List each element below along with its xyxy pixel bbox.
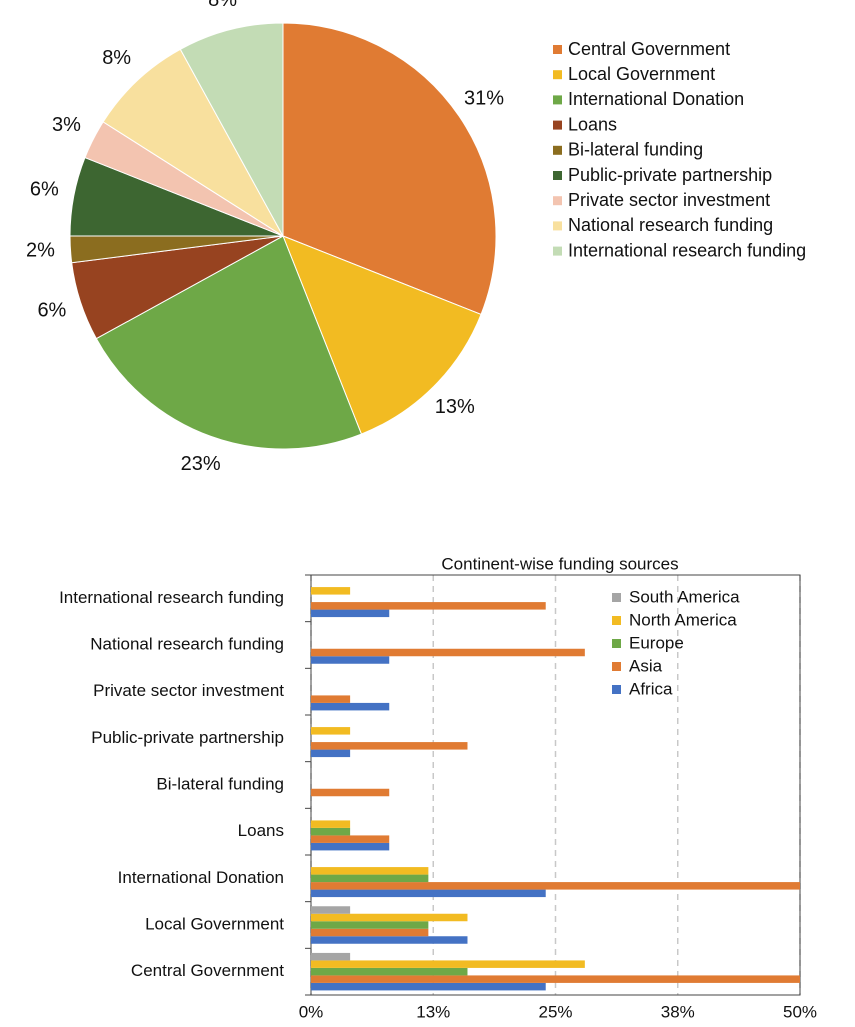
legend-label: International Donation xyxy=(568,89,744,109)
bar xyxy=(311,742,468,750)
legend-label: Local Government xyxy=(568,64,715,84)
bar xyxy=(311,602,546,610)
slice-label: 13% xyxy=(435,396,475,418)
x-tick-label: 25% xyxy=(538,1002,572,1021)
pie-slice xyxy=(282,22,497,316)
pie-slice xyxy=(282,235,482,435)
bar xyxy=(311,609,390,618)
x-tick-label: 13% xyxy=(416,1002,450,1021)
legend-label: Central Government xyxy=(568,39,730,59)
legend-label: Bi-lateral funding xyxy=(568,140,703,160)
bar xyxy=(311,788,390,797)
legend-label: North America xyxy=(629,610,737,629)
x-tick-label: 38% xyxy=(661,1002,695,1021)
y-tick-label: International Donation xyxy=(118,868,284,887)
plot-frame xyxy=(310,574,801,996)
legend-swatch xyxy=(612,593,621,602)
legend-swatch xyxy=(612,639,621,648)
bar xyxy=(311,695,351,703)
bar xyxy=(311,952,351,961)
legend-label: Public-private partnership xyxy=(568,165,772,185)
chart-title: Continent-wise funding sources xyxy=(441,554,678,573)
y-tick-label: Bi-lateral funding xyxy=(156,774,284,793)
legend-swatch xyxy=(553,120,562,130)
bar xyxy=(311,960,585,968)
slice-label: 2% xyxy=(26,240,55,262)
legend-label: International research funding xyxy=(568,240,806,260)
bar xyxy=(311,913,468,922)
y-tick-label: Central Government xyxy=(131,961,284,980)
legend-label: National research funding xyxy=(568,215,773,235)
bar xyxy=(311,749,351,758)
slice-label: 8% xyxy=(208,0,237,11)
pie-slice xyxy=(102,48,284,237)
bar xyxy=(311,820,351,828)
pie-slice xyxy=(179,22,284,237)
pie-slice xyxy=(95,235,363,450)
legend-swatch xyxy=(553,246,562,256)
y-tick-label: Loans xyxy=(238,821,284,840)
bar xyxy=(311,906,351,914)
slice-label: 6% xyxy=(37,299,66,321)
bar xyxy=(311,727,351,735)
legend-label: Private sector investment xyxy=(568,190,770,210)
legend-swatch xyxy=(612,616,621,625)
y-tick-label: National research funding xyxy=(90,634,284,653)
bar xyxy=(311,921,429,929)
legend-swatch xyxy=(553,221,562,231)
bar xyxy=(311,874,429,883)
slice-label: 31% xyxy=(464,88,504,110)
slice-label: 6% xyxy=(30,179,59,201)
legend-swatch xyxy=(553,171,562,180)
slice-label: 3% xyxy=(52,114,81,136)
legend-label: Loans xyxy=(568,114,617,134)
legend-label: Africa xyxy=(629,679,673,698)
bar xyxy=(311,975,800,983)
slice-label: 8% xyxy=(102,47,131,69)
bar xyxy=(311,587,351,595)
bar xyxy=(311,928,429,937)
bar xyxy=(311,982,546,991)
y-tick-label: Local Government xyxy=(145,914,284,933)
legend-label: Asia xyxy=(629,656,663,675)
legend-swatch xyxy=(612,662,621,671)
legend-swatch xyxy=(612,685,621,694)
legend-swatch xyxy=(553,45,562,54)
bar xyxy=(311,842,390,851)
x-tick-label: 0% xyxy=(299,1002,324,1021)
bar xyxy=(311,889,546,898)
y-tick-label: Private sector investment xyxy=(93,681,284,700)
x-tick-label: 50% xyxy=(783,1002,817,1021)
bar xyxy=(311,656,390,664)
legend-swatch xyxy=(553,196,562,206)
bar xyxy=(311,702,390,711)
legend-swatch xyxy=(553,70,562,80)
bar xyxy=(311,882,800,890)
bar xyxy=(311,936,468,944)
legend-label: South America xyxy=(629,587,740,606)
bar xyxy=(311,867,429,875)
bar xyxy=(311,967,468,976)
y-tick-label: International research funding xyxy=(59,588,284,607)
legend-swatch xyxy=(553,95,562,105)
legend-swatch xyxy=(553,145,562,155)
bar xyxy=(311,835,390,843)
slice-label: 23% xyxy=(181,453,221,475)
legend-label: Europe xyxy=(629,633,684,652)
bar xyxy=(311,827,351,836)
bar xyxy=(311,648,585,657)
y-tick-label: Public-private partnership xyxy=(91,728,284,747)
